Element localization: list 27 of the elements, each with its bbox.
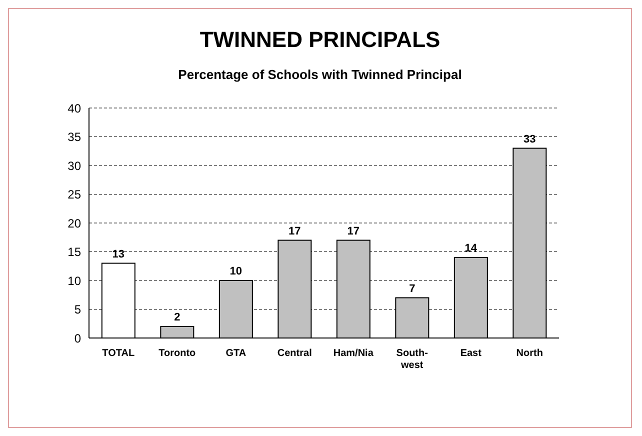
y-tick-label: 25 [68,188,82,202]
x-tick-label: Central [277,348,312,359]
x-tick-label: Toronto [158,348,196,359]
chart-title: TWINNED PRINCIPALS [198,27,442,53]
y-tick-label: 10 [68,274,82,288]
data-label: 14 [464,242,478,254]
y-tick-label: 0 [74,331,82,346]
y-tick-label: 35 [68,130,82,144]
x-tick-label: TOTAL [102,348,135,359]
data-label: 10 [230,266,242,278]
x-tick-label: Ham/Nia [333,348,374,359]
data-label: 2 [174,312,180,324]
data-label: 13 [112,248,125,260]
x-tick-label: East [460,348,482,359]
data-label: 7 [409,282,416,295]
chart-subtitle: Percentage of Schools with Twinned Principal [177,67,463,82]
data-label: 17 [347,225,360,238]
y-tick-label: 20 [68,216,82,230]
y-tick-label: 30 [68,158,82,173]
y-tick-label: 40 [68,101,82,116]
y-tick-label: 15 [68,245,82,260]
data-label: 17 [288,225,301,238]
x-tick-label: North [516,348,543,359]
x-tick-label: South-west [396,348,428,371]
y-tick-label: 5 [74,302,82,317]
x-tick-label: GTA [226,348,246,359]
data-label: 33 [524,133,536,146]
